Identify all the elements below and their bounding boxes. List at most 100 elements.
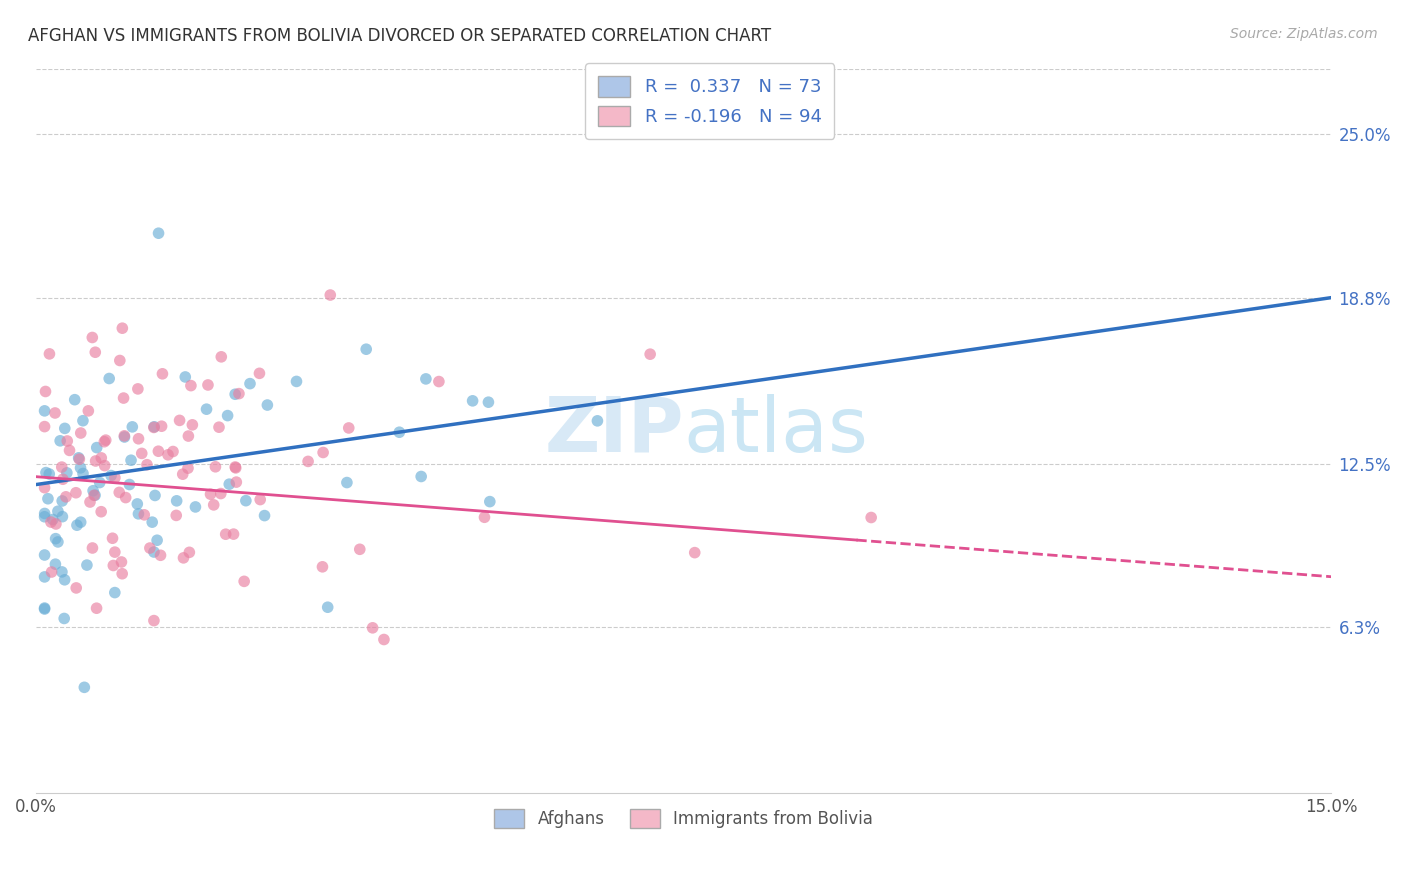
Point (121, 420, 143, 434)
Point (110, 555, 132, 569)
Point (34, 548, 56, 562)
Point (34, 570, 56, 584)
Point (39, 515, 62, 529)
Point (67, 450, 90, 465)
Point (114, 491, 136, 505)
Point (111, 566, 134, 581)
Point (51, 460, 73, 475)
Point (34, 404, 56, 418)
Point (233, 574, 256, 589)
Point (860, 510, 883, 524)
Point (34, 481, 56, 495)
Point (134, 508, 156, 522)
Point (253, 508, 276, 523)
Point (166, 493, 188, 508)
Point (148, 444, 170, 458)
Point (35, 466, 58, 480)
Point (174, 370, 197, 384)
Point (152, 367, 174, 381)
Point (63, 392, 86, 407)
Point (165, 508, 187, 523)
Point (150, 419, 173, 434)
Text: Source: ZipAtlas.com: Source: ZipAtlas.com (1230, 27, 1378, 41)
Point (218, 477, 240, 491)
Point (143, 419, 166, 434)
Point (84, 345, 107, 359)
Point (112, 391, 135, 405)
Point (44, 557, 66, 571)
Point (34, 419, 56, 434)
Point (114, 430, 136, 444)
Point (148, 226, 170, 240)
Point (157, 448, 180, 462)
Point (285, 375, 308, 389)
Point (215, 527, 238, 541)
Point (34, 601, 56, 615)
Point (55, 490, 77, 504)
Point (84, 454, 107, 468)
Point (373, 632, 395, 647)
Point (127, 507, 149, 521)
Point (180, 378, 202, 392)
Point (112, 429, 135, 443)
Point (225, 461, 247, 475)
Point (200, 487, 222, 501)
Point (51, 494, 73, 508)
Point (45, 532, 67, 546)
Point (217, 409, 239, 423)
Point (224, 460, 246, 475)
Point (118, 477, 141, 491)
Point (44, 406, 66, 420)
Point (141, 515, 163, 529)
Point (128, 432, 150, 446)
Point (111, 321, 134, 335)
Point (104, 585, 127, 599)
Point (202, 498, 225, 512)
Point (94, 433, 117, 447)
Point (34, 507, 56, 521)
Point (142, 614, 165, 628)
Point (478, 494, 501, 508)
Point (120, 453, 142, 467)
Point (84, 488, 107, 502)
Point (98, 371, 121, 385)
Point (93, 434, 115, 449)
Point (45, 516, 67, 531)
Point (181, 417, 204, 432)
Point (312, 445, 335, 459)
Point (162, 444, 184, 458)
Point (172, 467, 194, 482)
Point (388, 425, 411, 440)
Point (56, 466, 79, 480)
Point (108, 353, 131, 368)
Point (239, 376, 262, 391)
Point (34, 509, 56, 524)
Point (249, 492, 271, 507)
Point (127, 497, 149, 511)
Point (46, 535, 69, 549)
Point (354, 342, 377, 356)
Point (58, 443, 80, 458)
Point (225, 475, 247, 489)
Point (52, 472, 75, 486)
Point (56, 434, 79, 448)
Point (149, 549, 172, 563)
Point (249, 367, 271, 381)
Point (361, 621, 384, 635)
Point (53, 573, 76, 587)
Point (179, 545, 201, 559)
Point (49, 434, 72, 448)
Point (79, 495, 101, 509)
Point (337, 421, 360, 435)
Point (683, 546, 706, 560)
Point (83, 488, 105, 502)
Point (46, 504, 69, 518)
Point (131, 446, 153, 460)
Point (169, 413, 191, 427)
Point (143, 488, 166, 502)
Point (311, 559, 333, 574)
Point (146, 533, 169, 548)
Point (100, 468, 122, 483)
Point (172, 550, 194, 565)
Legend: Afghans, Immigrants from Bolivia: Afghans, Immigrants from Bolivia (488, 803, 880, 835)
